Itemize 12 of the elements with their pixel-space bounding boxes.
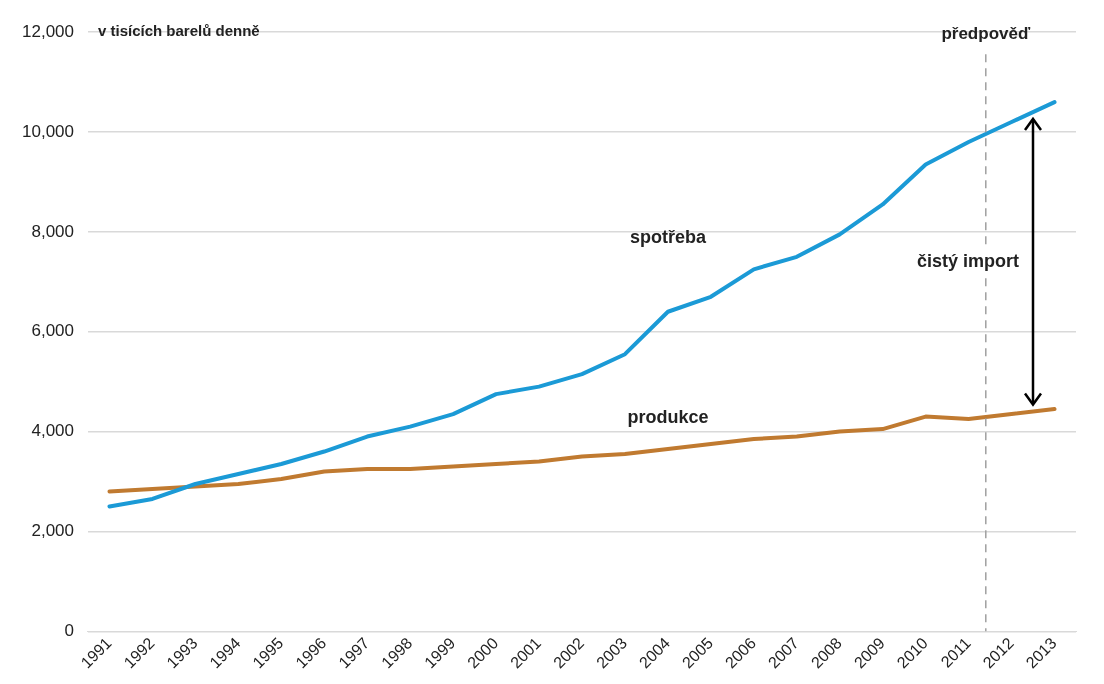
y-tick-label: 8,000 bbox=[31, 221, 74, 241]
y-axis-title: v tisících barelů denně bbox=[98, 22, 260, 40]
y-tick-label: 10,000 bbox=[22, 121, 74, 141]
y-tick-label: 2,000 bbox=[31, 521, 74, 541]
ref-line-label: předpověď bbox=[941, 24, 1031, 44]
y-tick-label: 6,000 bbox=[31, 321, 74, 341]
series-label: produkce bbox=[627, 407, 709, 428]
y-tick-label: 12,000 bbox=[22, 21, 74, 41]
y-tick-label: 0 bbox=[64, 620, 74, 640]
text: spotřeba bbox=[629, 226, 707, 247]
y-tick-label: 4,000 bbox=[31, 421, 74, 441]
annotation: čistý import bbox=[917, 250, 1020, 271]
